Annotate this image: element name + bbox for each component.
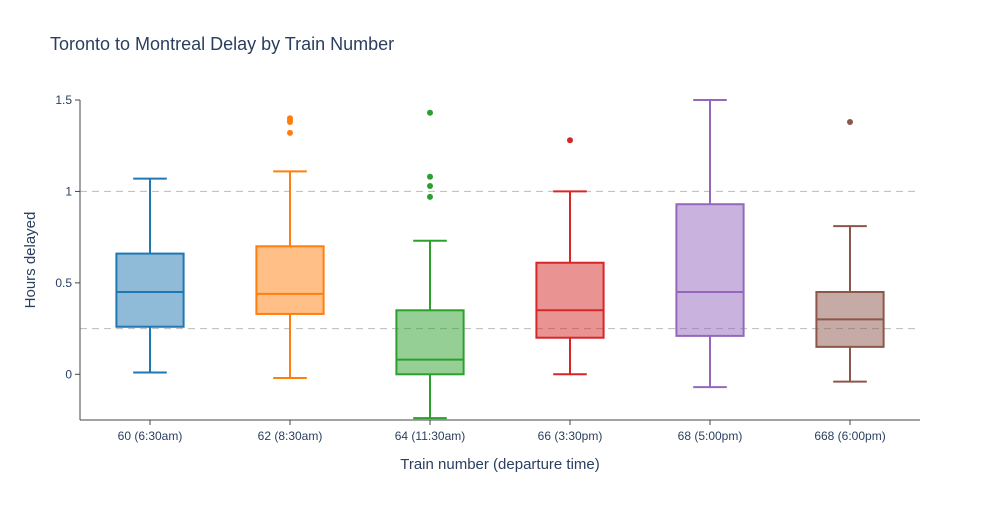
- x-tick-label: 64 (11:30am): [395, 429, 465, 443]
- iqr-box: [675, 203, 745, 337]
- box-series: [115, 99, 885, 420]
- outlier-point: [847, 118, 853, 125]
- x-axis-label: Train number (departure time): [400, 456, 600, 473]
- box-group: [815, 118, 885, 383]
- outlier-point: [287, 129, 293, 136]
- x-tick-label: 62 (8:30am): [258, 429, 323, 443]
- y-axis-ticks: 0 0.5 1 1.5: [55, 93, 80, 381]
- x-tick-label: 68 (5:00pm): [678, 429, 743, 443]
- y-tick-label: 1.5: [55, 93, 72, 107]
- iqr-box: [115, 252, 185, 328]
- iqr-box: [395, 309, 465, 376]
- box-group: [395, 109, 465, 420]
- outlier-point: [427, 193, 433, 200]
- x-axis-ticks: 60 (6:30am) 62 (8:30am) 64 (11:30am) 66 (3:…: [118, 420, 886, 443]
- y-axis-label: Hours delayed: [22, 212, 39, 309]
- box-group: [535, 137, 605, 376]
- x-tick-label: 60 (6:30am): [118, 429, 183, 443]
- y-tick-label: 0: [65, 367, 72, 381]
- outlier-point: [287, 115, 293, 122]
- chart-title: Toronto to Montreal Delay by Train Numbe…: [50, 34, 394, 54]
- box-group: [675, 99, 745, 389]
- iqr-box: [255, 245, 325, 315]
- y-tick-label: 1: [65, 184, 72, 198]
- reference-lines: [80, 190, 920, 330]
- outlier-point: [427, 182, 433, 189]
- outlier-point: [427, 173, 433, 180]
- iqr-box: [535, 261, 605, 339]
- box-group: [115, 177, 185, 374]
- outlier-point: [567, 137, 573, 144]
- axes: [79, 100, 920, 421]
- outlier-point: [427, 109, 433, 116]
- y-tick-label: 0.5: [55, 276, 72, 290]
- box-group: [255, 115, 325, 379]
- x-tick-label: 66 (3:30pm): [538, 429, 603, 443]
- x-tick-label: 668 (6:00pm): [814, 429, 885, 443]
